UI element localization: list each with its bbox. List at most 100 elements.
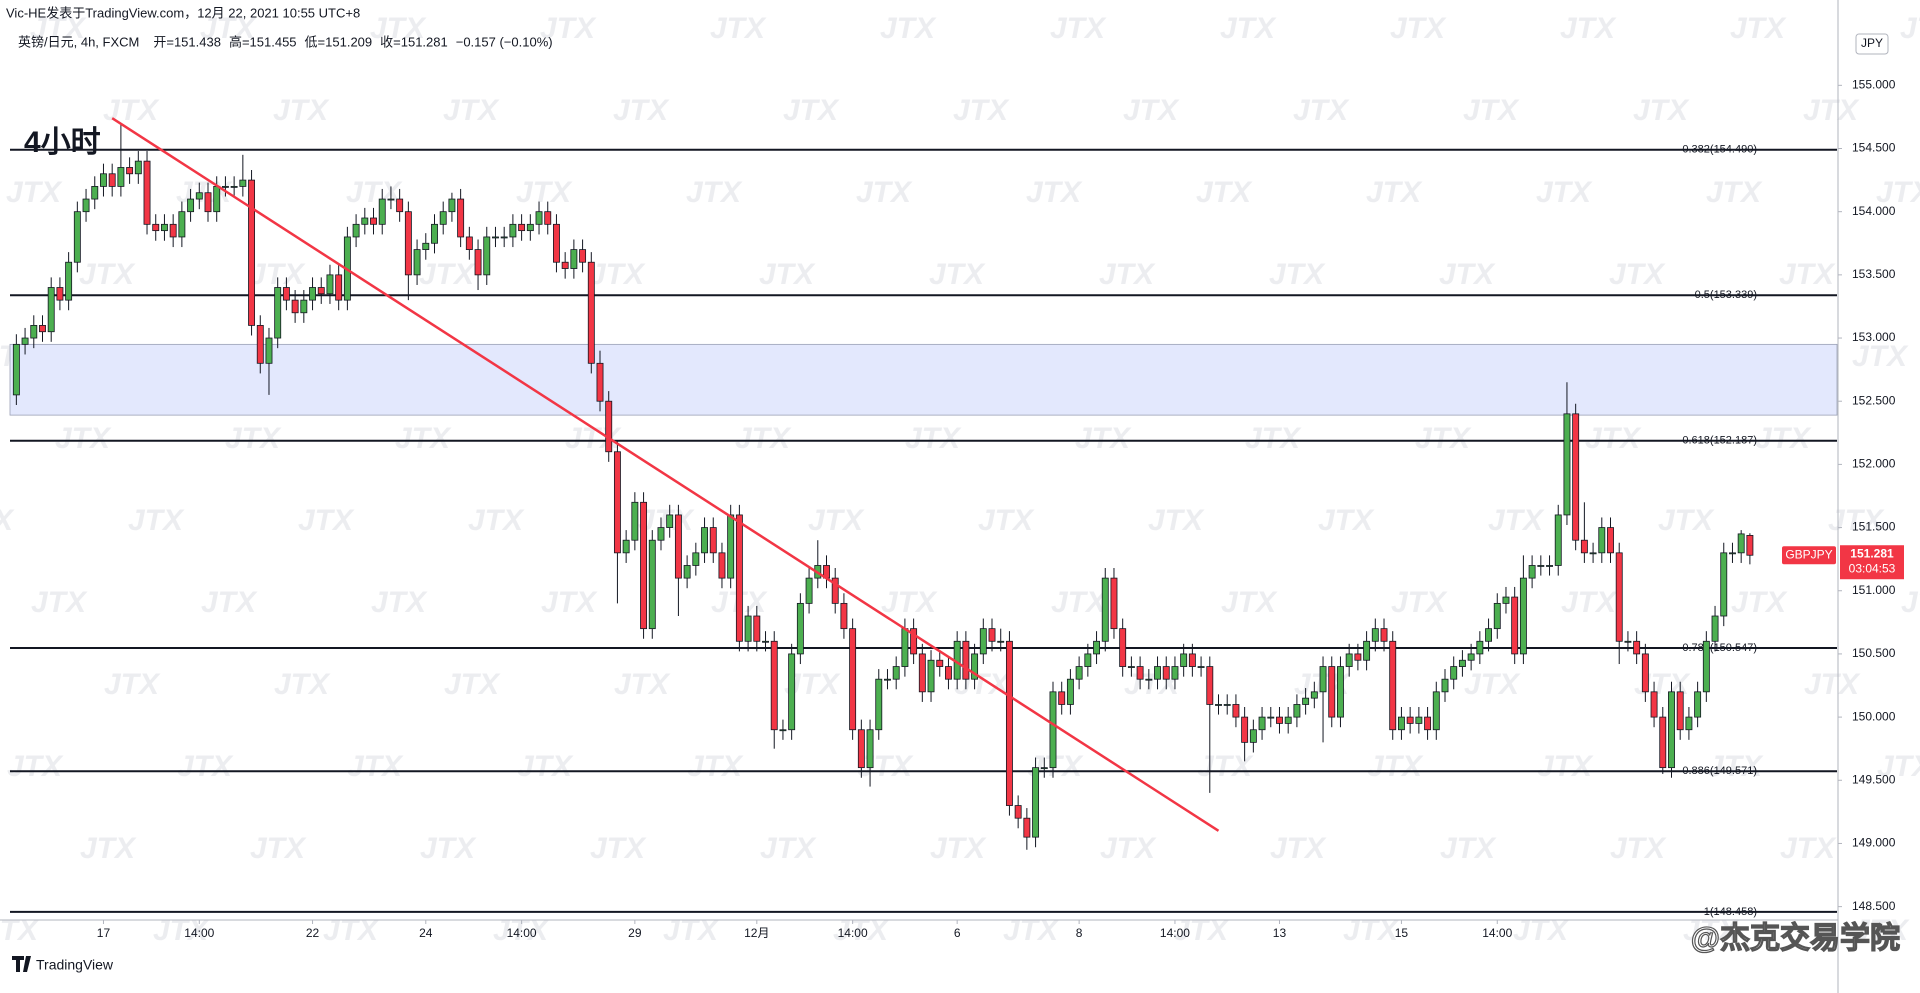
- y-tick-label: 148.500: [1852, 899, 1896, 913]
- candle-body: [1424, 716, 1432, 731]
- watermark: JTX: [1877, 750, 1920, 783]
- candle-body: [1066, 678, 1074, 705]
- candle-body: [178, 211, 186, 238]
- candle-body: [274, 287, 282, 339]
- watermark: JTX: [1804, 668, 1861, 701]
- watermark: JTX: [1803, 94, 1860, 127]
- watermark: JTX: [516, 176, 573, 209]
- watermark: JTX: [1415, 422, 1472, 455]
- watermark: JTX: [104, 668, 161, 701]
- watermark: JTX: [79, 258, 136, 291]
- candle-body: [21, 337, 29, 345]
- candle-body: [239, 179, 247, 187]
- watermark: JTX: [590, 832, 647, 865]
- ohlc-label: 高=151.455: [229, 34, 297, 49]
- candle-body: [1519, 577, 1527, 655]
- watermark: JTX: [1900, 12, 1920, 45]
- watermark: JTX: [1560, 12, 1617, 45]
- watermark: JTX: [6, 176, 63, 209]
- watermark: JTX: [298, 504, 355, 537]
- candle-body: [1389, 640, 1397, 731]
- watermark: JTX: [371, 586, 428, 619]
- candle-body: [849, 628, 857, 731]
- watermark: JTX: [493, 914, 550, 947]
- candle-body: [945, 666, 952, 680]
- candle-body: [718, 552, 726, 579]
- candle-body: [979, 628, 987, 655]
- candle-body: [431, 223, 438, 244]
- candle-body: [762, 640, 769, 643]
- candle-body: [195, 192, 203, 200]
- candle-body: [657, 527, 665, 541]
- candle-body: [1746, 535, 1754, 556]
- watermark: JTX: [346, 176, 403, 209]
- plot-area: 0.382(154.490) 0.5(153.339) 0.618(152.187)…: [9, 117, 1838, 918]
- candle-body: [1589, 552, 1597, 555]
- watermark: JTX: [200, 12, 257, 45]
- fib-level-label: 0.382(154.490): [1682, 144, 1757, 156]
- candle-body: [126, 167, 134, 175]
- watermark: JTX: [55, 422, 112, 455]
- watermark: JTX: [1269, 258, 1326, 291]
- candle-body: [779, 729, 787, 732]
- candle-body: [971, 653, 979, 680]
- candle-body: [1276, 716, 1283, 724]
- candle-body: [1197, 666, 1205, 668]
- watermark: JTX: [1876, 176, 1920, 209]
- watermark: JTX: [880, 12, 937, 45]
- watermark: JTX: [687, 750, 744, 783]
- candle-body: [500, 236, 508, 239]
- credit-watermark: @杰克交易学院: [1691, 921, 1900, 955]
- watermark: JTX: [1197, 750, 1254, 783]
- symbol-tag: [1782, 546, 1836, 565]
- candle-body: [1302, 697, 1310, 705]
- candle-body: [483, 236, 491, 276]
- watermark: JTX: [1148, 504, 1205, 537]
- candle-body: [1737, 533, 1745, 554]
- candle-body: [988, 628, 996, 642]
- candle-body: [82, 198, 90, 213]
- candle-body: [866, 729, 874, 769]
- watermark: JTX: [1755, 422, 1812, 455]
- candle-body: [1363, 640, 1371, 661]
- candle-body: [518, 223, 526, 232]
- candle-body: [1293, 704, 1301, 718]
- currency-label[interactable]: JPY: [1861, 36, 1883, 50]
- ohlc-label: 开=151.438: [153, 34, 221, 49]
- price-tag-countdown: 03:04:53: [1849, 561, 1896, 575]
- watermark: JTX: [541, 586, 598, 619]
- y-tick-label: 154.000: [1852, 204, 1896, 218]
- candle-body: [465, 236, 473, 250]
- candle-body: [631, 501, 639, 541]
- candle-body: [910, 628, 918, 655]
- watermark: JTX: [1730, 12, 1787, 45]
- watermark: JTX: [201, 586, 258, 619]
- candle-body: [674, 514, 682, 579]
- watermark: JTX: [589, 258, 646, 291]
- watermark: JTX: [128, 504, 185, 537]
- candle-body: [544, 211, 552, 225]
- currency-button[interactable]: [1855, 33, 1889, 55]
- candle-body: [221, 186, 229, 188]
- watermark: JTX: [177, 750, 234, 783]
- x-tick-label: 15: [1395, 926, 1409, 940]
- watermark: JTX: [1610, 832, 1667, 865]
- candle-body: [1659, 716, 1667, 769]
- candle-body: [1467, 653, 1475, 661]
- candle-body: [561, 261, 569, 269]
- x-tick-label: 24: [419, 926, 433, 940]
- zone: [9, 343, 1838, 416]
- watermark: JTX: [443, 94, 500, 127]
- watermark: JTX: [905, 422, 962, 455]
- candle-body: [335, 274, 343, 301]
- watermark: JTX: [1123, 94, 1180, 127]
- watermark: JTX: [1099, 258, 1156, 291]
- candle-body: [1110, 577, 1118, 630]
- watermark: JTX: [1707, 750, 1764, 783]
- watermark: JTX: [808, 504, 865, 537]
- watermark: JTX: [1658, 504, 1715, 537]
- watermark: JTX: [1731, 586, 1788, 619]
- candle-body: [683, 565, 691, 579]
